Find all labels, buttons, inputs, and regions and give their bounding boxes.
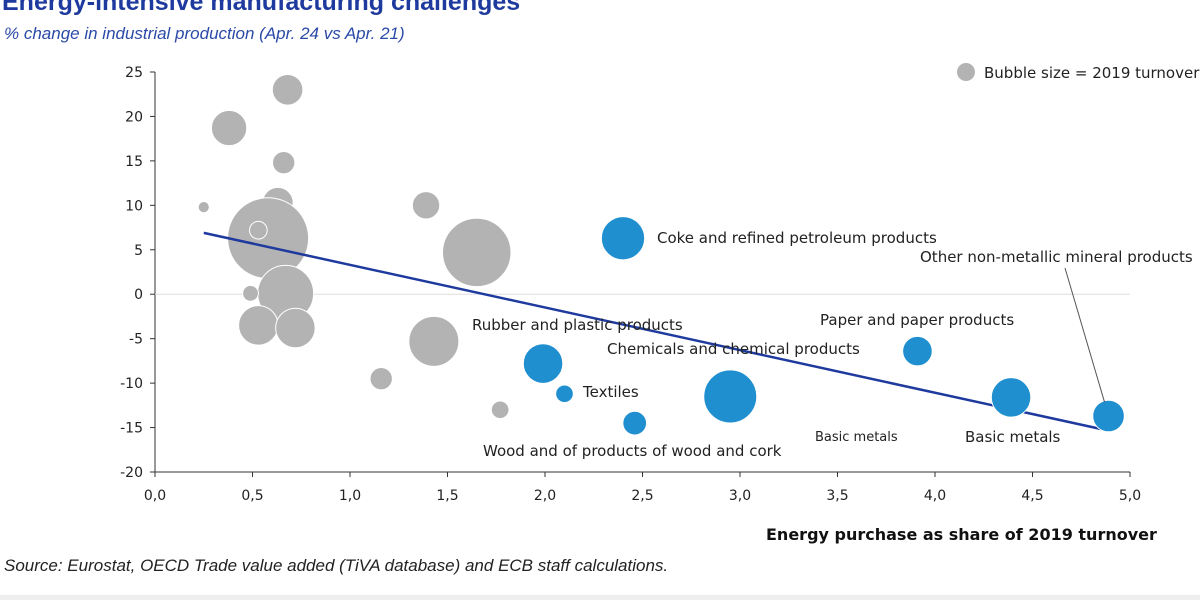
blue-bubble-1 bbox=[1092, 399, 1125, 433]
annotation-non-metallic: Other non-metallic mineral products bbox=[920, 248, 1193, 266]
blue-bubble-5 bbox=[703, 369, 758, 424]
y-ticks-group: 25 20 15 10 5 0 -5 -10 -15 -20 bbox=[120, 65, 155, 481]
gray-bubble-2 bbox=[272, 150, 296, 175]
gray-bubble-0 bbox=[271, 73, 304, 106]
gray-bubble-6 bbox=[249, 220, 268, 240]
x-tick-label: 2,0 bbox=[534, 488, 556, 504]
gray-bubble-11 bbox=[411, 191, 441, 220]
y-tick-label: 15 bbox=[125, 154, 143, 170]
bottom-divider bbox=[0, 595, 1200, 600]
x-tick-label: 0,0 bbox=[144, 488, 166, 504]
legend-bubble-icon bbox=[957, 63, 975, 81]
annotation-chemicals: Chemicals and chemical products bbox=[607, 340, 860, 358]
annotation-rubber: Rubber and plastic products bbox=[472, 316, 683, 334]
annotation-leader-line bbox=[1064, 267, 1106, 403]
y-tick-label: 25 bbox=[125, 65, 143, 81]
blue-bubble-3 bbox=[555, 384, 574, 404]
blue-bubbles-group bbox=[522, 216, 1125, 436]
y-tick-label: -5 bbox=[129, 332, 143, 348]
annotation-paper: Paper and paper products bbox=[820, 311, 1014, 329]
annotation-coke: Coke and refined petroleum products bbox=[657, 229, 937, 247]
gray-bubble-5 bbox=[227, 197, 310, 280]
x-tick-label: 4,5 bbox=[1021, 488, 1043, 504]
annotation-basic-metals: Basic metals bbox=[965, 428, 1061, 446]
annotation-wood: Wood and of products of wood and cork bbox=[483, 442, 782, 460]
y-tick-label: 20 bbox=[125, 109, 143, 125]
y-tick-label: 0 bbox=[134, 287, 143, 303]
chart-title: Energy-intensive manufacturing challenge… bbox=[2, 0, 521, 16]
gray-bubble-1 bbox=[210, 109, 248, 147]
gray-bubble-10 bbox=[275, 307, 316, 349]
x-tick-label: 0,5 bbox=[241, 488, 263, 504]
blue-bubble-2 bbox=[522, 343, 564, 384]
annotation-basic-metals-small: Basic metals bbox=[815, 430, 898, 445]
x-tick-label: 4,0 bbox=[924, 488, 946, 504]
chart-subtitle: % change in industrial production (Apr. … bbox=[4, 24, 405, 43]
gray-bubble-3 bbox=[197, 201, 210, 214]
gray-bubble-13 bbox=[408, 315, 460, 367]
blue-bubble-7 bbox=[990, 377, 1032, 418]
x-ticks-group: 0,0 0,5 1,0 1,5 2,0 2,5 3,0 3,5 4,0 4,5 5,0 bbox=[144, 472, 1141, 504]
annotation-textiles: Textiles bbox=[582, 383, 639, 401]
x-tick-label: 1,5 bbox=[436, 488, 458, 504]
y-tick-label: -10 bbox=[120, 376, 143, 392]
x-tick-label: 3,0 bbox=[729, 488, 751, 504]
x-tick-label: 2,5 bbox=[631, 488, 653, 504]
x-axis-title: Energy purchase as share of 2019 turnove… bbox=[766, 525, 1157, 544]
annotations-group: Coke and refined petroleum products Othe… bbox=[472, 229, 1193, 460]
y-tick-label: 5 bbox=[134, 243, 143, 259]
x-tick-label: 1,0 bbox=[339, 488, 361, 504]
source-note: Source: Eurostat, OECD Trade value added… bbox=[4, 556, 669, 575]
gray-bubble-8 bbox=[242, 284, 259, 302]
blue-bubble-4 bbox=[622, 410, 648, 436]
y-tick-label: -20 bbox=[120, 465, 143, 481]
legend: Bubble size = 2019 turnover bbox=[957, 63, 1200, 82]
gray-bubble-15 bbox=[490, 400, 510, 420]
legend-label: Bubble size = 2019 turnover bbox=[984, 64, 1200, 82]
gray-bubbles-group bbox=[197, 73, 512, 420]
y-tick-label: -15 bbox=[120, 421, 143, 437]
gray-bubble-14 bbox=[369, 366, 393, 391]
gray-bubble-9 bbox=[238, 305, 279, 346]
blue-bubble-6 bbox=[902, 335, 933, 367]
y-tick-label: 10 bbox=[125, 198, 143, 214]
x-tick-label: 3,5 bbox=[826, 488, 848, 504]
trend-line bbox=[203, 231, 1107, 432]
x-tick-label: 5,0 bbox=[1119, 488, 1141, 504]
blue-bubble-0 bbox=[600, 216, 646, 261]
gray-bubble-12 bbox=[442, 217, 512, 288]
trend-group bbox=[203, 231, 1107, 432]
